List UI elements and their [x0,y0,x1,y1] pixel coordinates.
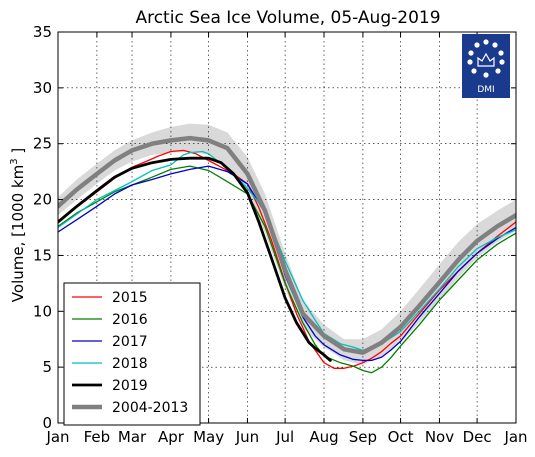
x-tick-label: Jan [45,428,69,446]
legend-label-2018: 2018 [112,356,148,372]
y-tick-label: 35 [33,23,52,41]
legend: 2015 2016 2017 2018 2019 2004-2013 [63,282,201,426]
legend-label-2015: 2015 [112,290,148,306]
x-tick-label: Oct [388,428,414,446]
y-tick-label: 20 [33,191,52,209]
x-tick-label: May [193,428,224,446]
series-layer [58,135,516,374]
svg-text:Volume, [1000 km3 ]: Volume, [1000 km3 ] [9,148,27,302]
y-tick-label: 25 [33,135,52,153]
x-tick-label: Jan [503,428,527,446]
x-tick-label: Feb [84,428,111,446]
dmi-logo-text: DMI [477,85,494,95]
y-axis-label: Volume, [1000 km3 ] [9,148,27,302]
x-tick-label: Nov [425,428,454,446]
series-line-2016 [58,165,516,374]
legend-label-2019: 2019 [112,378,148,394]
dmi-logo: DMI [462,34,510,98]
x-tick-label: Jun [235,428,259,446]
series-line-2004-2013 [58,135,516,355]
x-tick-label: Aug [309,428,338,446]
series-line-2019 [58,156,332,362]
legend-box [63,282,201,426]
legend-label-2016: 2016 [112,312,148,328]
chart-title: Arctic Sea Ice Volume, 05-Aug-2019 [135,8,440,28]
x-tick-label: Sep [349,428,377,446]
y-tick-label: 30 [33,79,52,97]
y-tick-label: 0 [42,414,52,432]
y-tick-label: 15 [33,246,52,264]
x-tick-label: Mar [118,428,147,446]
legend-label-2017: 2017 [112,334,148,350]
series-line-2017 [58,165,516,362]
legend-label-2004-2013: 2004-2013 [112,400,188,416]
series-line-2015 [58,149,516,369]
plot-frame [57,31,517,424]
x-tick-label: Apr [158,428,185,446]
axis-layer: 0 5 10 15 20 25 30 35 Jan Feb Mar Apr May Jun Jul Aug Se… [33,23,528,446]
series-line-2018 [58,150,516,352]
x-tick-label: Dec [463,428,492,446]
y-tick-label: 5 [42,358,52,376]
y-tick-label: 10 [33,302,52,320]
x-tick-label: Jul [275,428,294,446]
